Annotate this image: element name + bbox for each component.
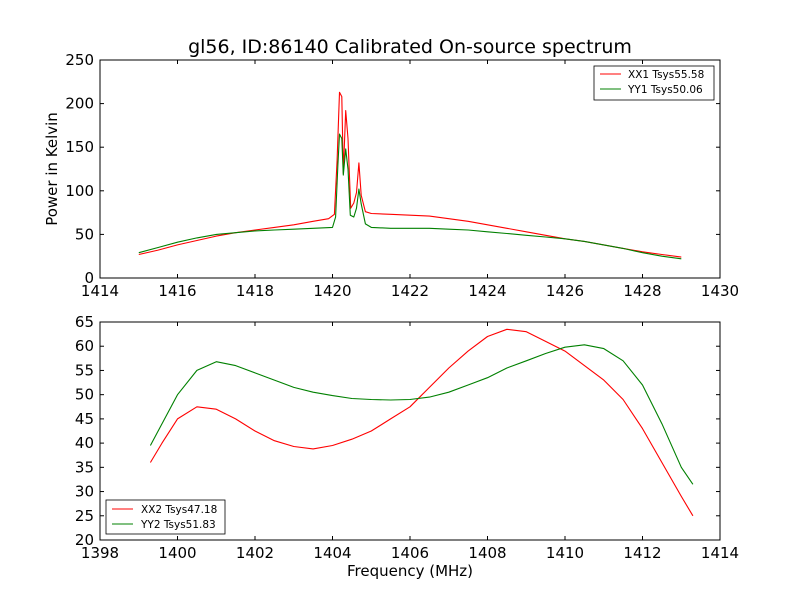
top-y-tick-label: 250 xyxy=(65,51,94,69)
top-plot-series-group xyxy=(138,91,682,260)
bottom-x-tick-label: 1410 xyxy=(546,544,584,562)
bottom-legend-label-yy2: YY2 Tsys51.83 xyxy=(140,519,216,531)
top-y-tick-label: 0 xyxy=(84,269,94,287)
top-x-tick-label: 1422 xyxy=(391,282,429,300)
bottom-y-tick-label: 50 xyxy=(75,386,94,404)
bottom-y-tick-label: 40 xyxy=(75,434,94,452)
top-plot-ticks: 1414 1416 1418 1420 1422 1424 1426 1428 1430 0 50 1… xyxy=(65,51,739,300)
bottom-y-tick-label: 30 xyxy=(75,483,94,501)
bottom-plot-legend: XX2 Tsys47.18 YY2 Tsys51.83 xyxy=(105,499,226,535)
bottom-x-tick-label: 1398 xyxy=(81,544,119,562)
bottom-x-tick-label: 1414 xyxy=(701,544,739,562)
top-x-tick-label: 1430 xyxy=(701,282,739,300)
bottom-x-tick-label: 1406 xyxy=(391,544,429,562)
top-plot-legend: XX1 Tsys55.58 YY1 Tsys50.06 xyxy=(593,65,715,101)
top-x-tick-label: 1418 xyxy=(236,282,274,300)
bottom-x-tick-label: 1408 xyxy=(468,544,506,562)
bottom-series-line-2 xyxy=(149,344,694,485)
top-x-tick-label: 1424 xyxy=(468,282,506,300)
top-y-tick-label: 200 xyxy=(65,95,94,113)
top-legend-label-xx1: XX1 Tsys55.58 xyxy=(628,69,704,81)
bottom-plot-series-group xyxy=(149,328,694,517)
bottom-legend-label-xx2: XX2 Tsys47.18 xyxy=(141,504,217,516)
bottom-x-tick-label: 1412 xyxy=(623,544,661,562)
bottom-plot-ticks: 1398 1400 1402 1404 1406 1408 1410 1412 1414 20 25… xyxy=(75,313,739,562)
top-plot-panel: 1414 1416 1418 1420 1422 1424 1426 1428 1430 0 50 1… xyxy=(43,51,739,300)
chart-title: gl56, ID:86140 Calibrated On-source spec… xyxy=(188,36,632,58)
top-y-tick-label: 150 xyxy=(65,138,94,156)
top-legend-label-yy1: YY1 Tsys50.06 xyxy=(627,84,703,96)
top-x-tick-label: 1428 xyxy=(623,282,661,300)
bottom-y-tick-label: 60 xyxy=(75,337,94,355)
bottom-x-tick-label: 1404 xyxy=(313,544,351,562)
bottom-plot-x-axis-label: Frequency (MHz) xyxy=(347,562,473,580)
bottom-y-tick-label: 45 xyxy=(75,410,94,428)
bottom-y-tick-label: 20 xyxy=(75,531,94,549)
top-legend-box xyxy=(593,65,715,101)
top-series-line-2 xyxy=(138,133,682,260)
top-plot-y-axis-label: Power in Kelvin xyxy=(43,112,61,226)
bottom-series-line-1 xyxy=(149,328,694,517)
top-x-tick-label: 1414 xyxy=(81,282,119,300)
top-series-line-1 xyxy=(138,91,682,258)
top-x-tick-label: 1426 xyxy=(546,282,584,300)
bottom-y-tick-label: 25 xyxy=(75,507,94,525)
bottom-y-tick-label: 65 xyxy=(75,313,94,331)
bottom-y-tick-label: 35 xyxy=(75,458,94,476)
bottom-x-tick-label: 1400 xyxy=(158,544,196,562)
top-y-tick-label: 50 xyxy=(75,225,94,243)
bottom-plot-panel: 1398 1400 1402 1404 1406 1408 1410 1412 1414 20 25… xyxy=(75,313,739,580)
top-x-tick-label: 1420 xyxy=(313,282,351,300)
bottom-x-tick-label: 1402 xyxy=(236,544,274,562)
bottom-y-tick-label: 55 xyxy=(75,361,94,379)
top-y-tick-label: 100 xyxy=(65,182,94,200)
bottom-legend-box xyxy=(105,499,226,535)
top-x-tick-label: 1416 xyxy=(158,282,196,300)
